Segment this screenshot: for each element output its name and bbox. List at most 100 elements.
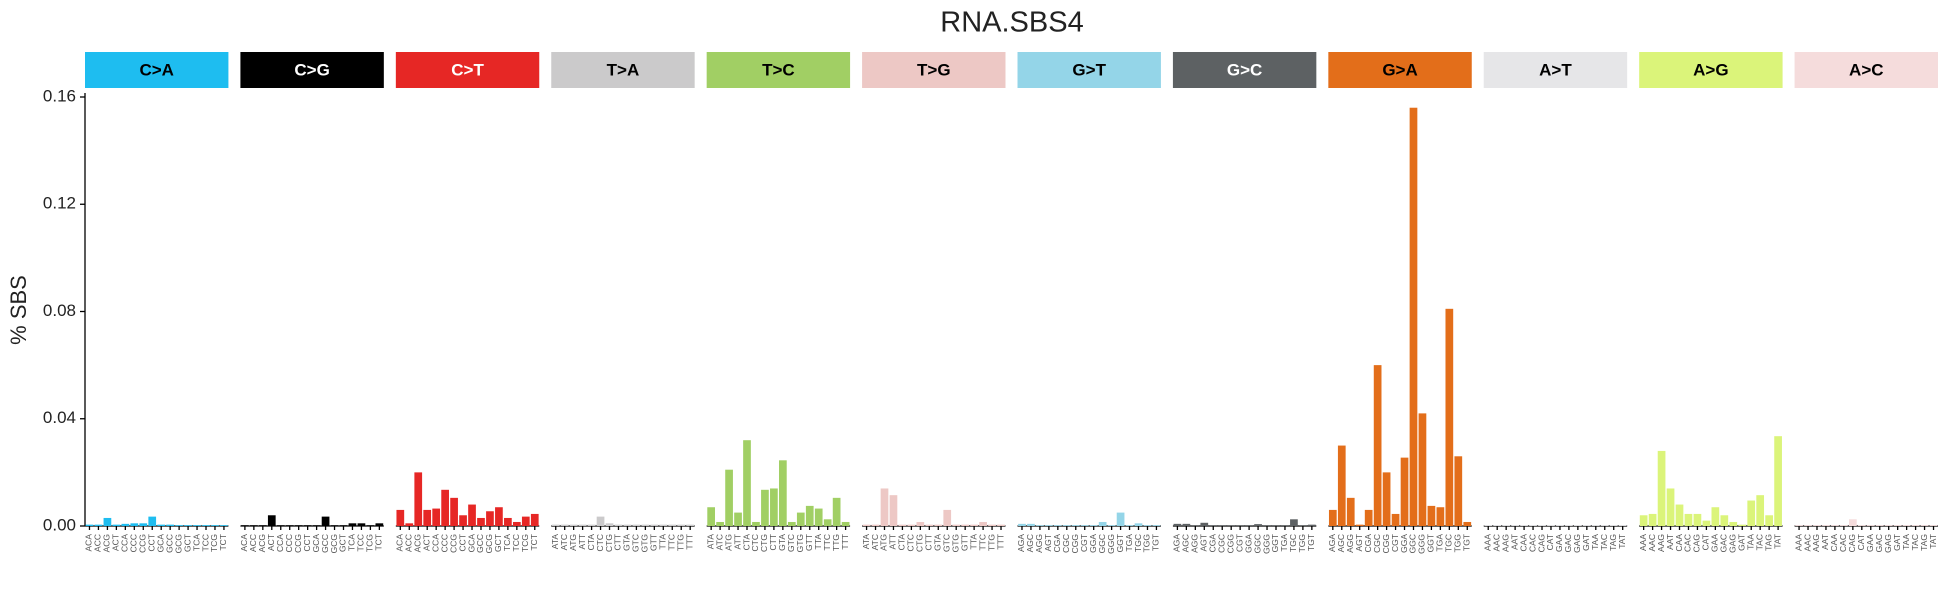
bar: [1027, 523, 1035, 526]
bar: [770, 488, 778, 526]
bar: [1427, 505, 1436, 526]
bar: [1747, 500, 1756, 526]
x-tick-label: GTC: [786, 534, 796, 552]
x-tick-label: CAT: [1545, 534, 1555, 550]
bar: [1116, 512, 1125, 526]
bar: [734, 512, 742, 526]
bar: [871, 524, 880, 526]
bar: [1911, 525, 1920, 526]
x-tick-label: TTT: [684, 534, 694, 550]
bar: [1684, 513, 1693, 526]
x-tick-label: TAG: [1608, 534, 1618, 551]
x-tick-label: AGC: [1181, 534, 1191, 552]
x-tick-label: ATA: [705, 534, 715, 550]
x-tick-label: CCT: [302, 534, 312, 551]
panel-header: [1483, 52, 1628, 88]
x-tick-label: GGA: [1088, 534, 1098, 553]
x-tick-label: ATT: [888, 534, 898, 549]
bar: [970, 524, 978, 526]
bar: [157, 524, 166, 526]
panel-header-label: T>G: [917, 60, 951, 79]
x-tick-label: TCT: [218, 534, 228, 551]
x-tick-label: TAA: [1901, 534, 1911, 550]
bar: [1484, 525, 1493, 526]
bar: [796, 512, 805, 526]
x-tick-label: ATC: [870, 534, 880, 550]
x-tick-label: CTT: [768, 534, 778, 551]
x-tick-label: AGC: [1336, 534, 1346, 552]
x-tick-label: ACC: [404, 534, 414, 552]
x-tick-label: ACA: [239, 534, 249, 552]
x-tick-label: GTT: [959, 534, 969, 551]
x-tick-label: CTG: [915, 534, 925, 552]
bar: [94, 524, 103, 526]
bar: [889, 495, 898, 526]
x-tick-label: CGA: [1363, 534, 1373, 553]
x-tick-label: TCG: [520, 534, 530, 552]
x-tick-label: AAA: [1482, 534, 1492, 551]
x-tick-label: TGG: [1453, 534, 1463, 552]
bar: [1254, 524, 1262, 526]
x-tick-label: GTG: [640, 534, 650, 552]
bar: [1355, 524, 1364, 526]
panel-header: [1172, 52, 1317, 88]
panel-header: [862, 52, 1006, 88]
x-tick-label: CAG: [1692, 534, 1702, 552]
x-tick-label: AAG: [1656, 534, 1666, 552]
bar: [495, 507, 503, 526]
x-tick-label: AAT: [1665, 534, 1675, 550]
bar: [1795, 525, 1803, 526]
bar: [202, 525, 210, 526]
x-tick-label: GAG: [1728, 534, 1738, 553]
x-tick-label: ACT: [266, 534, 276, 551]
bar: [267, 515, 276, 526]
bar: [1831, 525, 1839, 526]
bar: [486, 511, 494, 526]
bar: [396, 509, 405, 526]
bar: [1648, 513, 1657, 526]
x-tick-label: TTC: [977, 534, 987, 551]
bar: [1089, 525, 1098, 526]
bar: [1574, 525, 1582, 526]
bar: [623, 524, 632, 526]
bar: [441, 489, 449, 526]
x-tick-label: CCC: [129, 534, 139, 552]
x-tick-label: GTT: [804, 534, 814, 551]
x-tick-label: AGG: [1190, 534, 1200, 553]
x-tick-label: AAT: [1820, 534, 1830, 550]
bar: [348, 523, 357, 526]
bar: [1080, 525, 1089, 526]
bar: [1307, 524, 1316, 526]
panel-header-label: C>G: [294, 60, 329, 79]
x-tick-label: GGG: [1417, 534, 1427, 554]
bar: [1511, 525, 1519, 526]
x-tick-label: ACA: [84, 534, 94, 552]
bar: [1618, 525, 1627, 526]
x-tick-label: ACC: [93, 534, 103, 552]
bar: [1445, 308, 1454, 526]
bar: [707, 507, 716, 526]
x-tick-label: TGT: [1151, 534, 1161, 551]
bar: [1675, 504, 1684, 526]
bar: [1463, 521, 1472, 526]
x-tick-label: CTG: [759, 534, 769, 552]
x-tick-label: TAC: [1754, 534, 1764, 550]
x-tick-label: GCG: [173, 534, 183, 553]
bar: [184, 525, 192, 526]
x-tick-label: TGT: [1462, 534, 1472, 551]
bar: [1520, 525, 1528, 526]
y-tick-label: 0.16: [43, 86, 76, 105]
x-tick-label: AAA: [1793, 534, 1803, 551]
x-tick-label: GTG: [950, 534, 960, 552]
x-tick-label: GGT: [1270, 534, 1280, 552]
x-tick-label: CAA: [1829, 534, 1839, 552]
bar: [997, 524, 1005, 526]
panel-header: [551, 52, 695, 88]
bar: [375, 523, 384, 526]
x-tick-label: TCT: [374, 534, 384, 551]
bar: [459, 515, 467, 526]
chart-title: RNA.SBS4: [940, 7, 1083, 39]
x-tick-label: CGC: [1372, 534, 1382, 553]
x-tick-label: GAG: [1572, 534, 1582, 553]
bar: [285, 525, 294, 526]
